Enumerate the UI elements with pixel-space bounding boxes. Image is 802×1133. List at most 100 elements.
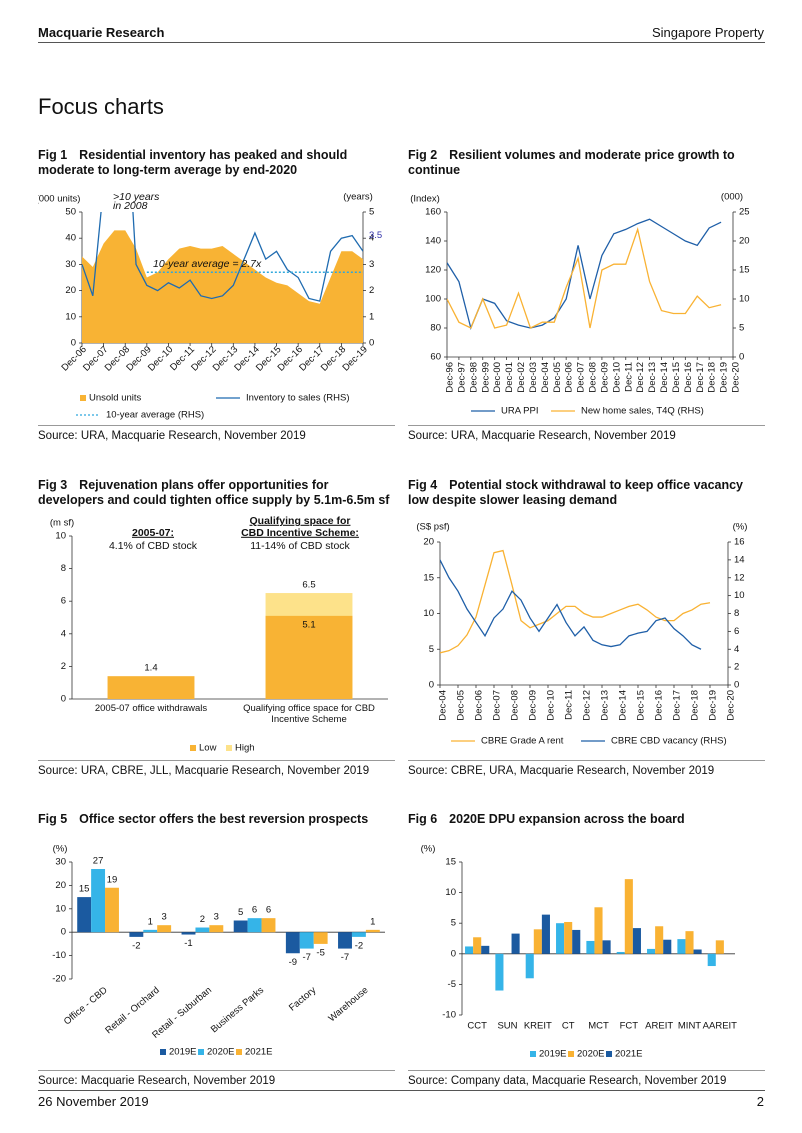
x-tick-label: Dec-10 — [611, 362, 622, 393]
figure-label: Fig 5 — [38, 812, 68, 826]
x-tick-label: Dec-17 — [672, 690, 683, 721]
annotation: 4.1% of CBD stock — [109, 540, 198, 552]
x-tick-label: Dec-13 — [647, 362, 658, 393]
x-tick-label: Dec-09 — [528, 690, 539, 721]
y-tick-label: 4 — [61, 628, 66, 639]
legend-label: Unsold units — [89, 393, 142, 404]
bar — [685, 931, 694, 954]
y2-axis-label: (years) — [343, 192, 373, 203]
y2-tick-label: 3 — [369, 259, 374, 270]
y2-axis-label: (000) — [721, 192, 743, 203]
legend-label: CBRE Grade A rent — [481, 736, 564, 747]
bar — [285, 932, 300, 954]
bar — [594, 907, 603, 954]
y-tick-label: 0 — [71, 338, 76, 349]
plot — [447, 218, 722, 331]
source: Source: CBRE, URA, Macquarie Research, N… — [408, 760, 765, 777]
y-tick-label: 15 — [423, 572, 434, 583]
y2-tick-label: 0 — [734, 680, 739, 691]
annotation: CBD Incentive Scheme: — [241, 527, 359, 539]
bar — [511, 933, 520, 954]
x-tick-label: Dec-08 — [510, 690, 521, 721]
x-tick-label: Dec-20 — [731, 362, 742, 393]
legend-label: 2020E — [577, 1049, 604, 1060]
bar — [525, 953, 534, 979]
bar — [616, 951, 625, 954]
x-tick-label: Dec-06 — [564, 362, 575, 393]
annotation: Qualifying space for — [250, 515, 351, 527]
figure-text: Resilient volumes and moderate price gro… — [408, 148, 735, 177]
x-tick-label: Dec-16 — [683, 362, 694, 393]
header-left: Macquarie Research — [38, 25, 165, 40]
y2-tick-label: 2 — [369, 285, 374, 296]
figure-label: Fig 3 — [38, 478, 68, 492]
bar — [564, 921, 573, 954]
annotation: 2005-07: — [132, 527, 174, 539]
line — [447, 227, 722, 329]
y-tick-label: 0 — [61, 927, 66, 938]
y2-tick-label: 12 — [734, 572, 745, 583]
x-tick-label: MINT — [678, 1021, 701, 1032]
x-tick-label: Dec-98 — [468, 362, 479, 393]
bar — [181, 932, 196, 935]
source: Source: Macquarie Research, November 201… — [38, 1070, 395, 1087]
legend-label: 10-year average (RHS) — [106, 410, 204, 421]
y-tick-label: 80 — [430, 323, 441, 334]
x-tick-label: Dec-99 — [480, 362, 491, 393]
data-label: 6 — [252, 905, 257, 916]
x-tick-label: MCT — [588, 1021, 609, 1032]
y-tick-label: 160 — [425, 207, 441, 218]
bar — [313, 932, 328, 944]
bar — [663, 939, 672, 954]
y-tick-label: -5 — [448, 979, 456, 990]
y-tick-label: -10 — [442, 1010, 456, 1021]
bar — [105, 887, 119, 933]
x-tick-label: Dec-97 — [456, 362, 467, 393]
y2-tick-label: 15 — [739, 265, 750, 276]
legend-label: Low — [199, 743, 217, 754]
x-tick-label: Warehouse — [326, 985, 370, 1024]
y-tick-label: 10 — [445, 887, 456, 898]
bar — [107, 676, 195, 699]
y-axis-label: (%) — [53, 844, 68, 855]
x-tick-label: CT — [562, 1021, 575, 1032]
x-tick-label: Dec-18 — [707, 362, 718, 393]
data-label: -9 — [289, 957, 297, 968]
y-tick-label: 30 — [65, 259, 76, 270]
x-tick-label: Dec-02 — [516, 362, 527, 393]
bar — [465, 946, 474, 954]
legend-label: 2020E — [207, 1047, 234, 1058]
legend-label: 2021E — [245, 1047, 272, 1058]
header-right: Singapore Property — [651, 25, 764, 40]
legend-label: High — [235, 743, 255, 754]
x-tick-label: Office - CBD — [62, 985, 110, 1028]
figure-text: Residential inventory has peaked and sho… — [38, 148, 348, 177]
x-tick-label: Dec-15 — [636, 690, 647, 721]
x-tick-label: Dec-06 — [474, 690, 485, 721]
bar — [655, 926, 664, 954]
data-label: 3 — [214, 912, 219, 923]
x-tick-label: Dec-20 — [726, 690, 737, 721]
y-tick-label: 100 — [425, 294, 441, 305]
legend-swatch — [80, 395, 86, 401]
y2-tick-label: 1 — [369, 311, 374, 322]
x-tick-label: 2005-07 office withdrawals — [94, 703, 208, 714]
y2-tick-label: 5 — [369, 207, 374, 218]
y-tick-label: 20 — [55, 880, 66, 891]
y-tick-label: 0 — [451, 948, 456, 959]
x-tick-label-box: 2005-07 office withdrawals — [94, 703, 208, 714]
figure-label: Fig 1 — [38, 148, 68, 162]
y2-tick-label: 14 — [734, 554, 745, 565]
bar — [647, 948, 656, 954]
y2-tick-label: 4 — [734, 644, 739, 655]
x-tick-label: SUN — [497, 1021, 517, 1032]
figure-text: Office sector offers the best reversion … — [79, 812, 369, 826]
y-tick-label: 15 — [445, 857, 456, 868]
figure-text: 2020E DPU expansion across the board — [449, 812, 685, 826]
data-label: 1 — [370, 916, 375, 927]
data-label: -1 — [184, 938, 192, 949]
bar — [495, 953, 504, 991]
x-tick-label: Dec-09 — [599, 362, 610, 393]
bar — [715, 940, 724, 954]
